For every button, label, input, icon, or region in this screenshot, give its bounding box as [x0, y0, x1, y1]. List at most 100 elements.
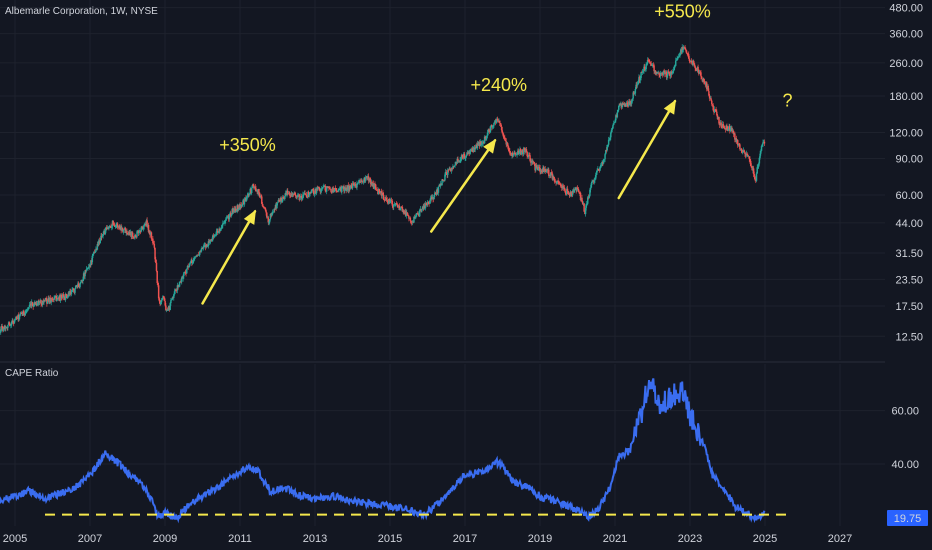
candle-body	[708, 95, 711, 99]
candle-body	[55, 295, 57, 302]
candle-body	[442, 179, 444, 181]
candle-body	[594, 179, 596, 181]
candle-body	[282, 197, 285, 199]
candle-body	[633, 92, 635, 94]
candle-body	[225, 218, 228, 220]
candle-body	[531, 160, 533, 163]
candle-body	[57, 297, 60, 299]
candle-body	[551, 173, 554, 180]
candle-body	[545, 169, 548, 172]
candle-body	[172, 297, 174, 299]
candle-body	[79, 283, 81, 287]
candle-body	[665, 71, 668, 77]
candle-body	[408, 215, 410, 219]
candle-body	[722, 124, 725, 128]
candle-body	[157, 285, 160, 299]
candle-body	[156, 270, 158, 283]
price-axis[interactable]: 480.00 360.00 260.00 180.00 120.00 90.00 60.00…	[889, 3, 923, 344]
candle-body	[493, 122, 495, 126]
candle-body	[724, 127, 726, 129]
candle-body	[123, 229, 125, 231]
candle-body	[158, 298, 161, 302]
time-axis[interactable]: 2005 2007 2009 2011 2013 2015 2017 2019 2021 2023…	[3, 533, 852, 545]
candle-body	[28, 304, 31, 308]
candle-body	[755, 173, 758, 181]
candle-body	[677, 56, 680, 58]
candle-body	[50, 298, 52, 303]
candle-body	[685, 50, 688, 54]
candle-body	[268, 222, 270, 224]
candle-body	[752, 168, 755, 175]
candle-body	[263, 207, 266, 209]
candle-body	[653, 65, 655, 72]
cape-axis[interactable]: 60.00 40.00 19.75	[887, 406, 928, 526]
candle-body	[96, 244, 99, 250]
price-tick-label: 360.00	[889, 29, 923, 41]
candle-body	[10, 321, 13, 326]
candle-body	[514, 153, 517, 155]
cape-last-value-badge	[887, 510, 928, 526]
candle-body	[492, 125, 495, 127]
candle-body	[581, 201, 584, 205]
candle-body	[605, 150, 608, 151]
candle-body	[652, 64, 655, 66]
candle-body	[312, 189, 314, 191]
price-tick-label: 180.00	[889, 91, 923, 103]
candle-body	[301, 198, 303, 200]
candle-body	[90, 260, 92, 266]
candle-body	[747, 154, 749, 157]
candle-body	[369, 178, 371, 181]
candle-body	[670, 71, 673, 75]
candle-body	[750, 166, 753, 168]
candle-body	[299, 197, 301, 201]
candle-body	[237, 205, 239, 210]
candle-body	[396, 204, 399, 206]
candle-body	[230, 214, 233, 216]
candle-body	[682, 46, 685, 50]
candle-body	[643, 66, 646, 71]
candle-body	[117, 227, 120, 228]
candle-body	[271, 211, 274, 215]
candle-body	[108, 226, 110, 229]
candle-body	[656, 72, 658, 74]
cape-pane[interactable]	[0, 364, 885, 526]
candle-body	[391, 200, 394, 206]
candle-body	[693, 63, 696, 67]
candle-body	[607, 139, 610, 145]
candle-body	[632, 92, 634, 99]
candle-body	[674, 65, 676, 67]
candle-body	[557, 180, 559, 182]
candle-body	[162, 296, 165, 298]
price-pane[interactable]: +350% +240% +550%?	[0, 0, 885, 360]
candle-body	[235, 210, 238, 212]
candle-body	[636, 84, 639, 86]
candle-body	[34, 302, 37, 305]
candle-body	[658, 72, 660, 76]
candle-body	[250, 188, 253, 194]
candle-body	[300, 195, 303, 199]
candle-body	[173, 291, 176, 295]
candle-body	[433, 194, 435, 200]
candle-body	[574, 189, 576, 191]
candle-body	[273, 209, 275, 212]
price-tick-label: 120.00	[889, 128, 923, 140]
candle-body	[82, 279, 84, 282]
candle-body	[612, 123, 615, 126]
candle-body	[0, 330, 2, 333]
candle-body	[137, 230, 140, 234]
candle-body	[258, 192, 261, 197]
candle-body	[188, 266, 190, 268]
candle-body	[61, 297, 63, 299]
cape-pane-title: CAPE Ratio	[5, 368, 59, 379]
candle-body	[71, 289, 73, 292]
candle-body	[662, 71, 665, 75]
candle-body	[374, 184, 377, 190]
candle-body	[198, 254, 200, 256]
candle-body	[713, 109, 716, 113]
annotation-label: +350%	[219, 135, 276, 155]
candle-body	[77, 283, 80, 287]
candle-body	[24, 312, 26, 316]
candle-body	[703, 78, 705, 82]
candle-body	[82, 273, 85, 280]
candle-body	[253, 185, 255, 188]
